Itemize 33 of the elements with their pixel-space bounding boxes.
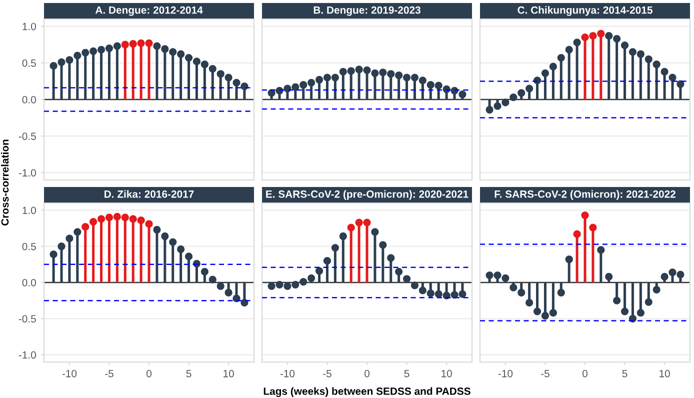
y-tick-label: 0.0 — [22, 96, 36, 104]
y-tick-label: -1.0 — [18, 351, 36, 359]
y-tick-label: 0.5 — [22, 59, 36, 67]
x-tick-label: -5 — [105, 370, 114, 378]
y-tick-label: -0.5 — [18, 315, 36, 323]
x-tick-label: -5 — [323, 370, 332, 378]
x-tick-label: -10 — [280, 370, 295, 378]
x-tick-label: 5 — [404, 370, 410, 378]
chart-title: D. Zika: 2016-2017 — [104, 190, 194, 198]
x-tick-label: 0 — [582, 370, 588, 378]
y-tick-label: -0.5 — [18, 132, 36, 140]
y-axis-title: Cross-correlation — [1, 140, 9, 226]
chart-title: F. SARS-CoV-2 (Omicron): 2021-2022 — [494, 190, 676, 200]
x-tick-label: 5 — [186, 370, 192, 378]
y-tick-label: 0.0 — [22, 279, 36, 286]
y-tick-label: 1.0 — [22, 22, 36, 30]
x-axis-title: Lags (weeks) between SEDSS and PADSS — [264, 387, 470, 397]
y-tick-label: 0.5 — [22, 242, 36, 250]
x-tick-label: 10 — [660, 370, 670, 378]
x-tick-label: -10 — [62, 370, 77, 378]
chart-title: A. Dengue: 2012-2014 — [95, 6, 203, 16]
x-tick-label: -10 — [498, 370, 513, 378]
chart-title: C. Chikungunya: 2014-2015 — [518, 6, 652, 16]
y-tick-label: -1.0 — [18, 169, 36, 177]
chart-title: B. Dengue: 2019-2023 — [314, 6, 420, 16]
x-tick-label: 0 — [364, 370, 370, 378]
x-tick-label: -5 — [541, 370, 550, 378]
x-tick-label: 0 — [146, 370, 152, 378]
x-tick-label: 5 — [622, 370, 628, 378]
x-tick-label: 10 — [442, 370, 452, 378]
chart-title: E. SARS-CoV-2 (pre-Omicron): 2020-2021 — [266, 190, 468, 200]
x-tick-label: 10 — [224, 370, 234, 378]
y-tick-label: 1.0 — [22, 206, 36, 214]
